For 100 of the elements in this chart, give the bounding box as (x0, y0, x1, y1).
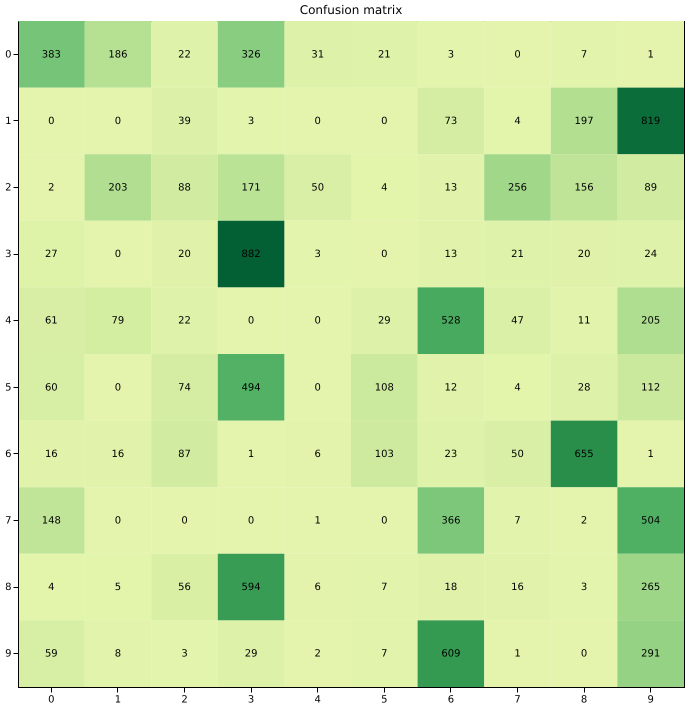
y-tick-label: 2 (5, 182, 12, 194)
data-label: 89 (644, 182, 658, 194)
data-label: 4 (514, 116, 521, 127)
x-tick-label: 4 (314, 694, 321, 706)
data-label: 205 (641, 316, 660, 327)
data-label: 0 (114, 382, 122, 394)
data-label: 494 (242, 382, 261, 394)
data-label: 156 (574, 182, 594, 194)
data-label: 16 (112, 448, 124, 460)
x-tick-label: 7 (514, 694, 521, 706)
data-label: 13 (444, 249, 458, 260)
data-label: 6 (314, 448, 321, 460)
data-label: 819 (641, 116, 660, 127)
y-tick-label: 9 (5, 648, 12, 660)
data-label: 23 (444, 448, 458, 460)
data-label: 39 (178, 116, 191, 127)
data-label: 4 (514, 382, 521, 394)
x-tick-label: 5 (381, 694, 388, 706)
data-label: 0 (314, 316, 321, 327)
data-label: 4 (48, 582, 54, 594)
x-tick-label: 0 (48, 694, 54, 706)
data-label: 88 (178, 182, 191, 194)
data-label: 3 (181, 648, 188, 660)
y-tick-label: 3 (5, 249, 12, 260)
data-label: 16 (44, 448, 58, 460)
data-label: 0 (48, 116, 54, 127)
data-label: 4 (381, 182, 388, 194)
data-label: 21 (378, 49, 391, 60)
x-tick-label: 2 (181, 694, 188, 706)
data-label: 2 (314, 648, 321, 660)
data-label: 112 (641, 382, 660, 394)
data-label: 148 (42, 516, 61, 526)
data-label: 256 (508, 182, 528, 194)
data-label: 171 (242, 182, 261, 194)
data-label: 24 (644, 249, 658, 260)
data-label: 79 (112, 316, 124, 327)
data-label: 528 (441, 316, 460, 327)
data-label: 1 (648, 49, 654, 60)
data-label: 2 (580, 516, 588, 526)
data-label: 50 (311, 182, 324, 194)
y-tick-label: 0 (5, 49, 12, 60)
data-label: 203 (108, 182, 128, 194)
data-label: 0 (248, 516, 254, 526)
data-label: 609 (441, 648, 460, 660)
data-label: 594 (242, 582, 261, 594)
data-label: 20 (178, 249, 191, 260)
data-label: 11 (578, 316, 590, 327)
data-label: 0 (114, 516, 122, 526)
data-label: 1 (514, 648, 521, 660)
data-label: 60 (44, 382, 58, 394)
data-label: 186 (108, 49, 128, 60)
data-label: 6 (314, 582, 321, 594)
data-label: 0 (114, 249, 122, 260)
data-label: 0 (381, 116, 388, 127)
data-label: 3 (580, 582, 588, 594)
data-label: 655 (574, 448, 594, 460)
data-label: 74 (178, 382, 191, 394)
data-label: 29 (378, 316, 391, 327)
data-label: 59 (44, 648, 58, 660)
x-tick-label: 3 (248, 694, 254, 706)
data-label: 73 (444, 116, 458, 127)
data-label: 29 (244, 648, 258, 660)
chart-title: Confusion matrix (300, 3, 402, 17)
y-tick-label: 4 (5, 316, 12, 327)
data-label: 291 (641, 648, 660, 660)
data-label: 1 (248, 448, 254, 460)
data-label: 0 (580, 648, 588, 660)
data-label: 12 (444, 382, 458, 394)
y-tick-label: 1 (5, 116, 12, 127)
data-label: 3 (448, 49, 454, 60)
data-label: 50 (511, 448, 524, 460)
data-label: 13 (444, 182, 458, 194)
data-label: 103 (374, 448, 394, 460)
data-label: 5 (114, 582, 122, 594)
data-label: 265 (641, 582, 660, 594)
x-tick-label: 9 (648, 694, 654, 706)
data-label: 61 (44, 316, 58, 327)
y-tick-label: 7 (5, 516, 12, 526)
data-label: 2 (48, 182, 54, 194)
data-label: 56 (178, 582, 191, 594)
data-label: 366 (441, 516, 460, 526)
data-label: 7 (381, 648, 388, 660)
data-label: 0 (181, 516, 188, 526)
data-label: 27 (44, 249, 58, 260)
data-label: 28 (578, 382, 590, 394)
data-label: 383 (42, 49, 61, 60)
data-label: 47 (511, 316, 524, 327)
data-label: 0 (381, 249, 388, 260)
data-label: 882 (242, 249, 261, 260)
data-label: 0 (314, 116, 321, 127)
data-label: 1 (314, 516, 321, 526)
data-label: 31 (311, 49, 324, 60)
data-label: 22 (178, 49, 191, 60)
data-label: 7 (580, 49, 588, 60)
y-tick-label: 8 (5, 582, 12, 594)
data-label: 504 (641, 516, 660, 526)
data-label: 1 (648, 448, 654, 460)
data-label: 0 (314, 382, 321, 394)
data-label: 20 (578, 249, 590, 260)
data-label: 0 (114, 116, 122, 127)
